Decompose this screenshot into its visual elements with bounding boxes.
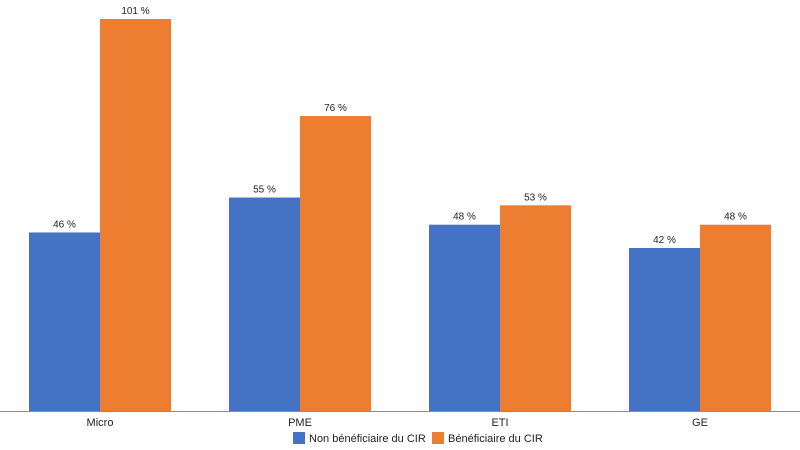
bar-pme-series-1 [229,197,300,411]
data-label-pme-series-2: 76 % [324,103,347,114]
category-label-eti: ETI [491,417,508,429]
category-label-pme: PME [288,417,312,429]
bar-pme-series-2 [300,116,371,412]
category-label-ge: GE [692,417,708,429]
data-label-micro-series-1: 46 % [53,219,76,230]
legend-swatch-series-2 [432,432,444,444]
data-label-eti-series-2: 53 % [524,192,547,203]
data-label-ge-series-2: 48 % [724,212,747,223]
category-labels-group: Micro PME ETI GE [87,417,708,429]
bar-ge-series-2 [700,224,771,411]
bar-eti-series-2 [500,205,571,411]
data-label-micro-series-2: 101 % [121,6,149,17]
legend-label-series-1: Non bénéficiaire du CIR [309,433,426,445]
category-label-micro: Micro [87,417,114,429]
data-labels-group: 46 % 101 % 55 % 76 % 48 % 53 % 42 % 48 % [53,6,747,246]
data-label-eti-series-1: 48 % [453,212,476,223]
legend-swatch-series-1 [293,432,305,444]
data-label-ge-series-1: 42 % [653,235,676,246]
bar-ge-series-1 [629,247,700,411]
bar-micro-series-2 [100,19,171,411]
bar-eti-series-1 [429,224,500,411]
legend: Non bénéficiaire du CIR Bénéficiaire du C… [293,432,543,445]
bars-group [29,19,771,412]
data-label-pme-series-1: 55 % [253,185,276,196]
bar-micro-series-1 [29,232,100,411]
legend-label-series-2: Bénéficiaire du CIR [448,433,543,445]
